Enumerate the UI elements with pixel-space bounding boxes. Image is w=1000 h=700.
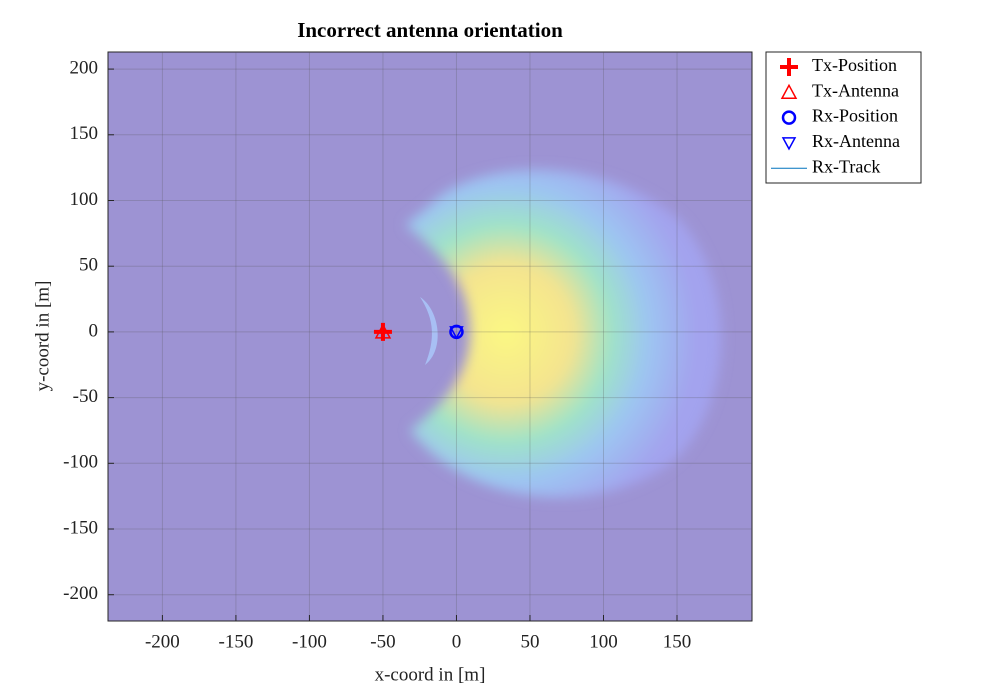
legend-label: Rx-Antenna xyxy=(812,131,900,151)
y-tick-label: 100 xyxy=(70,189,99,210)
x-tick-label: 50 xyxy=(520,631,539,652)
x-axis-label: x-coord in [m] xyxy=(375,664,486,685)
x-tick-label: -100 xyxy=(292,631,327,652)
data-point xyxy=(374,323,392,339)
x-tick-label: 150 xyxy=(663,631,692,652)
y-tick-label: -50 xyxy=(73,386,98,407)
plot-frame xyxy=(107,51,753,622)
legend-label: Tx-Position xyxy=(812,55,897,75)
y-tick-label: 200 xyxy=(70,57,99,78)
y-tick-label: -100 xyxy=(63,452,98,473)
y-axis-label: y-coord in [m] xyxy=(32,281,53,392)
y-tick-label: -150 xyxy=(63,517,98,538)
heatmap-background xyxy=(108,52,752,621)
x-tick-label: 100 xyxy=(589,631,618,652)
y-tick-label: 150 xyxy=(70,123,99,144)
x-tick-label: -50 xyxy=(370,631,395,652)
x-tick-label: -200 xyxy=(145,631,180,652)
legend-label: Rx-Position xyxy=(812,106,898,126)
x-tick-label: -150 xyxy=(219,631,254,652)
y-tick-label: -200 xyxy=(63,583,98,604)
legend xyxy=(765,51,922,184)
data-point xyxy=(449,326,464,340)
legend-symbol xyxy=(780,83,798,100)
y-tick-label: 0 xyxy=(89,320,99,341)
x-tick-label: 0 xyxy=(452,631,462,652)
y-tick-label: 50 xyxy=(79,255,98,276)
legend-symbol xyxy=(781,137,797,151)
legend-symbol xyxy=(780,58,798,76)
legend-label: Rx-Track xyxy=(812,156,880,176)
legend-symbol xyxy=(781,110,797,125)
legend-label: Tx-Antenna xyxy=(812,80,899,100)
chart-title: Incorrect antenna orientation xyxy=(297,18,563,42)
